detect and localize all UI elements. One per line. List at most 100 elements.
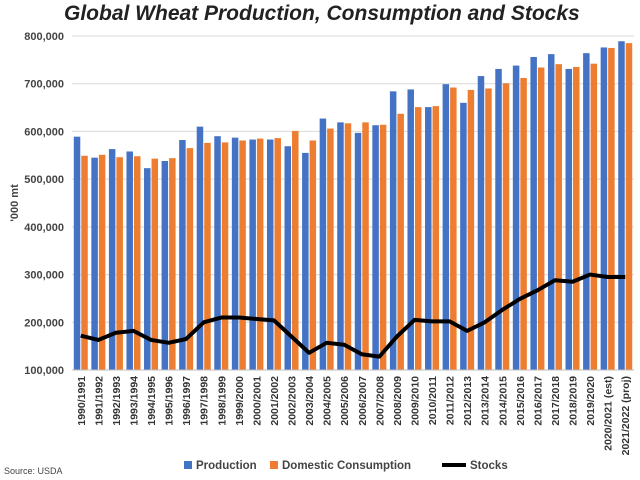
bar-consumption bbox=[590, 63, 598, 370]
x-tick-label: 2005/2006 bbox=[339, 376, 351, 426]
bar-production bbox=[354, 132, 362, 370]
x-tick-label: 2018/2019 bbox=[568, 376, 580, 426]
bar-production bbox=[73, 136, 81, 370]
x-tick-label: 1991/1992 bbox=[93, 376, 105, 426]
x-tick-label: 2001/2002 bbox=[269, 376, 281, 426]
bar-production bbox=[161, 161, 169, 370]
bar-production bbox=[214, 136, 221, 370]
bar-consumption bbox=[239, 140, 246, 370]
bar-consumption bbox=[292, 130, 299, 370]
x-tick-label: 2014/2015 bbox=[497, 376, 509, 426]
bar-consumption bbox=[221, 142, 229, 370]
bar-consumption bbox=[256, 138, 264, 370]
y-tick-label: 600,000 bbox=[24, 126, 64, 138]
x-tick-label: 2007/2008 bbox=[374, 376, 386, 426]
bar-production bbox=[231, 137, 239, 370]
x-tick-label: 1990/1991 bbox=[76, 376, 88, 426]
bar-consumption bbox=[81, 155, 88, 370]
bar-production bbox=[407, 89, 414, 370]
x-tick-label: 1997/1998 bbox=[199, 376, 211, 426]
x-tick-label: 1998/1999 bbox=[216, 376, 228, 426]
x-tick-label: 1996/1997 bbox=[181, 376, 193, 426]
bar-consumption bbox=[133, 156, 141, 370]
y-tick-label: 200,000 bbox=[24, 317, 64, 329]
bar-production bbox=[266, 139, 274, 370]
x-tick-label: 1995/1996 bbox=[164, 376, 176, 426]
bar-consumption bbox=[467, 89, 475, 370]
bar-consumption bbox=[573, 67, 580, 370]
x-tick-label: 1994/1995 bbox=[146, 376, 158, 426]
bar-production bbox=[477, 76, 485, 370]
bar-production bbox=[460, 102, 467, 371]
x-tick-label: 1992/1993 bbox=[111, 376, 123, 426]
bar-production bbox=[600, 47, 608, 371]
y-axis-label: '000 mt bbox=[9, 184, 21, 222]
bar-consumption bbox=[537, 67, 545, 371]
bar-consumption bbox=[450, 87, 457, 370]
bar-production bbox=[512, 65, 520, 370]
bar-consumption bbox=[204, 142, 211, 370]
x-tick-label: 2009/2010 bbox=[409, 376, 421, 426]
bar-consumption bbox=[625, 43, 633, 371]
y-tick-label: 800,000 bbox=[24, 31, 64, 43]
x-tick-label: 2010/2011 bbox=[427, 376, 439, 425]
bar-consumption bbox=[186, 148, 194, 370]
y-tick-label: 100,000 bbox=[24, 365, 64, 377]
x-tick-label: 2020/2021 (est) bbox=[603, 376, 615, 451]
y-tick-label: 700,000 bbox=[24, 79, 64, 91]
bar-production bbox=[126, 151, 133, 370]
y-tick-label: 300,000 bbox=[24, 270, 64, 282]
bar-consumption bbox=[362, 122, 369, 370]
bar-production bbox=[618, 41, 625, 371]
bar-consumption bbox=[502, 83, 510, 370]
line-stocks bbox=[80, 272, 626, 359]
x-tick-label: 2012/2013 bbox=[462, 376, 474, 426]
x-tick-label: 2002/2003 bbox=[287, 376, 299, 426]
x-tick-label: 2016/2017 bbox=[532, 376, 544, 426]
bar-production bbox=[196, 126, 204, 371]
x-tick-label: 1999/2000 bbox=[234, 376, 246, 426]
bar-consumption bbox=[309, 140, 317, 370]
x-tick-label: 2003/2004 bbox=[304, 376, 316, 426]
x-tick-label: 2013/2014 bbox=[480, 376, 492, 426]
bar-production bbox=[91, 157, 98, 370]
bar-consumption bbox=[485, 88, 492, 370]
bar-production bbox=[530, 56, 537, 370]
bar-production bbox=[389, 91, 397, 370]
y-tick-label: 500,000 bbox=[24, 174, 64, 186]
x-tick-label: 2004/2005 bbox=[322, 376, 334, 426]
bar-production bbox=[495, 68, 502, 371]
bar-consumption bbox=[379, 124, 387, 371]
chart-title: Global Wheat Production, Consumption and… bbox=[64, 2, 580, 25]
bar-production bbox=[442, 84, 450, 370]
bar-consumption bbox=[397, 113, 404, 370]
bar-production bbox=[565, 68, 573, 371]
bar-production bbox=[583, 53, 590, 370]
bar-consumption bbox=[520, 77, 527, 370]
bar-consumption bbox=[555, 64, 562, 370]
bar-consumption bbox=[344, 123, 352, 371]
legend-swatch bbox=[270, 461, 278, 469]
x-tick-label: 2015/2016 bbox=[515, 376, 527, 426]
legend-label: Stocks bbox=[470, 460, 508, 472]
source-note: Source: USDA bbox=[4, 466, 63, 476]
bar-production bbox=[144, 168, 151, 370]
bar-production bbox=[302, 152, 309, 370]
bar-consumption bbox=[432, 106, 440, 370]
bar-production bbox=[319, 118, 327, 370]
bar-consumption bbox=[327, 128, 334, 370]
legend-label: Production bbox=[196, 460, 257, 472]
y-tick-label: 400,000 bbox=[24, 222, 64, 234]
x-tick-label: 1993/1994 bbox=[128, 376, 140, 426]
bar-consumption bbox=[151, 158, 159, 370]
bar-production bbox=[425, 107, 432, 370]
x-tick-label: 2021/2022 (proj) bbox=[620, 376, 632, 455]
bar-consumption bbox=[414, 107, 422, 370]
legend-swatch bbox=[184, 461, 192, 469]
bar-production bbox=[337, 122, 344, 370]
x-tick-label: 2011/2012 bbox=[445, 376, 457, 425]
x-tick-label: 2008/2009 bbox=[392, 376, 404, 426]
x-tick-label: 2019/2020 bbox=[585, 376, 597, 426]
bar-production bbox=[372, 125, 379, 371]
bar-production bbox=[179, 140, 186, 370]
